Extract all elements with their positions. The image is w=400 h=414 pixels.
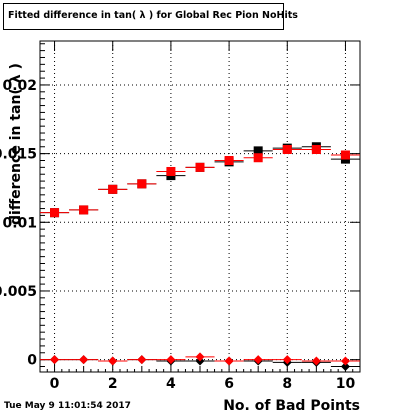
x-tick-label: 8 — [282, 376, 292, 392]
y-axis-label-container: difference in tan( λ ) — [4, 0, 30, 250]
y-tick-label: 0 — [27, 353, 37, 369]
data-point-diamond — [195, 352, 205, 362]
title-box: Fitted difference in tan( λ ) for Global… — [3, 3, 298, 30]
data-point-square — [282, 145, 292, 155]
data-point-square — [137, 179, 147, 189]
data-point-diamond — [282, 355, 292, 365]
data-point-diamond — [224, 356, 234, 366]
y-tick-label: 0.015 — [0, 147, 37, 163]
data-point-diamond — [137, 355, 147, 365]
timestamp: Tue May 9 11:01:54 2017 — [4, 401, 131, 411]
data-point-square — [195, 162, 205, 172]
data-point-diamond — [340, 356, 350, 366]
data-points — [40, 142, 360, 372]
x-tick-label: 10 — [336, 376, 356, 392]
data-point-diamond — [340, 362, 350, 372]
x-tick-label: 4 — [166, 376, 176, 392]
x-tick-label: 6 — [224, 376, 234, 392]
x-axis: 0 2 4 6 8 10 — [39, 41, 361, 392]
chart-title: Fitted difference in tan( λ ) for Global… — [8, 10, 298, 21]
data-point-square — [166, 166, 176, 176]
data-point-diamond — [253, 355, 263, 365]
data-point-square — [253, 146, 263, 156]
data-point-square — [253, 153, 263, 163]
y-tick-label: 0.01 — [2, 215, 37, 231]
y-axis: 0 0.005 0.01 0.015 0.02 — [0, 43, 360, 369]
x-axis-label: No. of Bad Points — [223, 398, 360, 414]
y-tick-label: 0.005 — [0, 284, 37, 300]
x-tick-label: 0 — [50, 376, 60, 392]
y-axis-label: difference in tan( λ ) — [8, 63, 24, 225]
data-point-square — [224, 155, 234, 165]
data-point-square — [108, 184, 118, 194]
data-point-diamond — [50, 355, 60, 365]
data-point-diamond — [166, 355, 176, 365]
data-point-diamond — [79, 355, 89, 365]
data-point-square — [50, 208, 60, 218]
y-tick-label: 0.02 — [2, 78, 37, 94]
data-point-square — [79, 205, 89, 215]
data-point-square — [340, 150, 350, 160]
data-point-diamond — [311, 356, 321, 366]
data-point-square — [311, 145, 321, 155]
x-tick-label: 2 — [108, 376, 118, 392]
data-point-diamond — [108, 356, 118, 366]
